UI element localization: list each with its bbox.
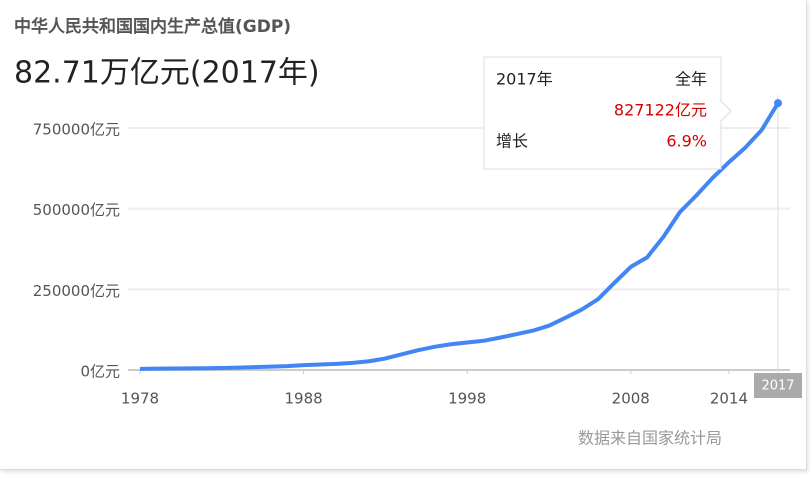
x-tick-label: 1998 [448,390,486,408]
chart-title: 中华人民共和国国内生产总值(GDP) [14,16,291,37]
tooltip-x: 2017年 [496,70,553,89]
chart-subtitle: 82.71万亿元(2017年) [14,56,320,91]
hover-x-box [754,373,802,398]
tooltip-box [483,56,732,170]
x-tick-label: 2014 [710,390,748,408]
hover-x-label: 2017 [761,379,794,394]
tooltip-growth: 6.9% [666,132,707,151]
y-tick-label: 750000亿元 [33,121,120,139]
y-tick-label: 0亿元 [80,363,120,381]
x-tick-label: 1978 [121,390,159,408]
card [0,0,807,470]
x-tick-label: 1988 [284,390,322,408]
source: 数据来自国家统计局 [578,429,722,448]
y-tick-label: 500000亿元 [33,201,120,219]
data-line [139,102,780,371]
hover-point [774,99,782,108]
tooltip-growth-name: 增长 [496,132,528,151]
y-tick-label: 250000亿元 [33,282,120,300]
tooltip-value: 827122亿元 [614,101,707,120]
x-tick-label: 2008 [612,390,650,408]
tooltip-period: 全年 [675,70,707,89]
